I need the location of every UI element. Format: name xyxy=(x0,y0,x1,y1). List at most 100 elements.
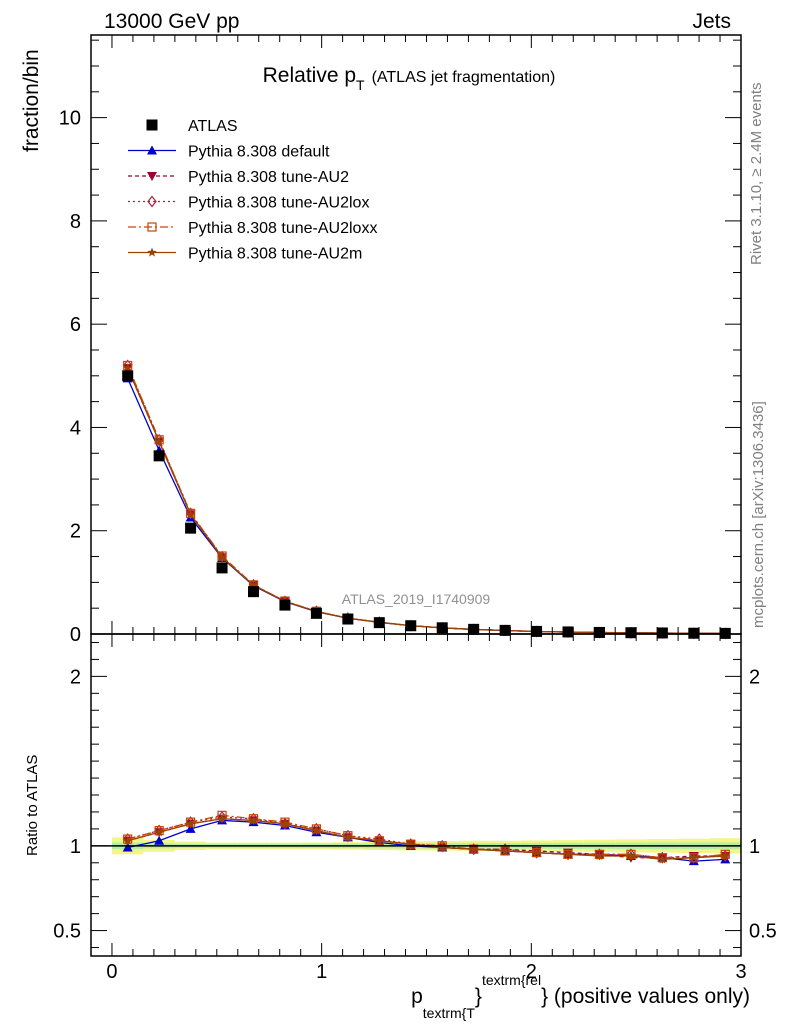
ratio-tick-label-right: 2 xyxy=(749,666,760,688)
atlas-data-point xyxy=(436,622,448,634)
ratio-point xyxy=(468,844,479,854)
ratio-point xyxy=(185,817,196,827)
atlas-data-point xyxy=(185,522,197,534)
legend-marker xyxy=(146,119,158,131)
title-rest: (ATLAS jet fragmentation) xyxy=(372,69,556,86)
x-label-sub: textrm{T xyxy=(423,1005,476,1021)
atlas-data-point xyxy=(625,627,637,639)
header-observable: Jets xyxy=(692,10,731,33)
atlas-data-point xyxy=(216,562,228,574)
legend-entry-data: ATLAS xyxy=(146,118,238,135)
ratio-point xyxy=(531,846,542,859)
ratio-tick-label-left: 1 xyxy=(70,836,81,858)
ratio-point xyxy=(531,847,542,857)
ratio-point xyxy=(122,833,133,846)
x-tick-label: 3 xyxy=(735,961,746,983)
ratio-point xyxy=(437,839,447,852)
legend-entry: Pythia 8.308 tune-AU2 xyxy=(128,169,349,186)
x-tick-label: 2 xyxy=(526,961,537,983)
atlas-data-point xyxy=(499,624,511,636)
atlas-data-point xyxy=(310,607,322,619)
mcplots-credit: mcplots.cern.ch [arXiv:1306.3436] xyxy=(750,401,767,628)
ratio-point xyxy=(563,848,573,861)
atlas-data-point xyxy=(405,620,417,632)
ratio-tick-label-left: 2 xyxy=(70,666,81,688)
ratio-point xyxy=(500,843,510,856)
ratio-point xyxy=(248,814,259,824)
x-axis-label: ptextrm{T}textrm{rel} (positive values o… xyxy=(411,972,750,1021)
legend-label: Pythia 8.308 tune-AU2loxx xyxy=(188,220,377,237)
ratio-point xyxy=(626,849,636,859)
atlas-data-point xyxy=(153,450,165,462)
ratio-tick-label-right: 0.5 xyxy=(749,921,777,943)
legend-entry: Pythia 8.308 default xyxy=(128,144,330,161)
atlas-data-point xyxy=(468,623,480,635)
legend-marker xyxy=(147,172,157,181)
atlas-data-point xyxy=(656,627,668,639)
ratio-point xyxy=(374,833,385,846)
ratio-point xyxy=(311,822,322,835)
ratio-point xyxy=(280,818,290,828)
ratio-point xyxy=(154,827,164,837)
ratio-point xyxy=(311,825,322,835)
ratio-point xyxy=(405,838,416,851)
y-tick-label: 6 xyxy=(70,314,81,336)
x-label-tail: } (positive values only) xyxy=(541,985,750,1008)
rivet-version: Rivet 3.1.10, ≥ 2.4M events xyxy=(748,83,765,266)
x-label-p: p xyxy=(411,985,423,1008)
y-tick-label: 0 xyxy=(70,624,81,646)
ratio-point xyxy=(185,816,196,829)
atlas-data-point xyxy=(688,627,700,639)
ratio-point xyxy=(248,812,259,825)
atlas-data-point xyxy=(593,626,605,638)
legend: ATLAS Pythia 8.308 default Pythia 8.308 tu… xyxy=(128,118,377,263)
ratio-tick-label-right: 1 xyxy=(749,836,760,858)
series-point xyxy=(248,580,259,590)
series-point xyxy=(154,433,164,446)
ratio-point xyxy=(594,849,605,859)
series-line-ratio xyxy=(127,814,726,859)
atlas-data-point xyxy=(248,586,259,598)
ratio-point xyxy=(689,851,699,864)
atlas-data-point xyxy=(531,625,543,637)
ratio-point xyxy=(122,835,133,845)
atlas-data-point xyxy=(562,626,574,638)
ratio-point xyxy=(626,848,636,861)
ratio-point xyxy=(468,843,479,856)
ratio-point xyxy=(720,850,731,862)
legend-marker xyxy=(147,145,157,155)
legend-marker xyxy=(147,222,157,232)
legend-marker xyxy=(147,247,157,257)
atlas-data-point xyxy=(342,613,354,625)
legend-label: Pythia 8.308 default xyxy=(188,144,330,161)
series-point xyxy=(185,507,196,520)
ratio-tick-label-left: 0.5 xyxy=(53,921,81,943)
atlas-data-point xyxy=(373,617,385,629)
ratio-point xyxy=(689,852,699,862)
ratio-point xyxy=(343,829,353,842)
atlas-data-point xyxy=(122,370,134,382)
legend-marker xyxy=(147,195,157,208)
ratio-panel-series xyxy=(122,810,731,866)
x-tick-label: 1 xyxy=(316,961,327,983)
ratio-point xyxy=(343,831,353,841)
analysis-watermark: ATLAS_2019_I1740909 xyxy=(342,591,491,607)
legend-entry: Pythia 8.308 tune-AU2lox xyxy=(128,195,369,212)
legend-label: Pythia 8.308 tune-AU2lox xyxy=(188,195,369,212)
title-main: Relative p xyxy=(263,64,356,87)
y-tick-label: 2 xyxy=(70,521,81,543)
ratio-point xyxy=(217,813,227,823)
ratio-y-axis-label: Ratio to ATLAS xyxy=(24,755,41,856)
y-tick-label: 10 xyxy=(59,108,81,130)
ratio-point xyxy=(122,842,133,852)
ratio-point xyxy=(720,851,731,861)
ratio-point xyxy=(343,832,353,842)
ratio-point xyxy=(720,849,730,859)
series-point xyxy=(217,552,227,562)
legend-label: Pythia 8.308 tune-AU2 xyxy=(188,169,349,186)
y-tick-label: 4 xyxy=(70,417,81,439)
ratio-point xyxy=(185,818,196,828)
ratio-point xyxy=(500,845,510,855)
legend-entry: Pythia 8.308 tune-AU2loxx xyxy=(128,220,377,237)
